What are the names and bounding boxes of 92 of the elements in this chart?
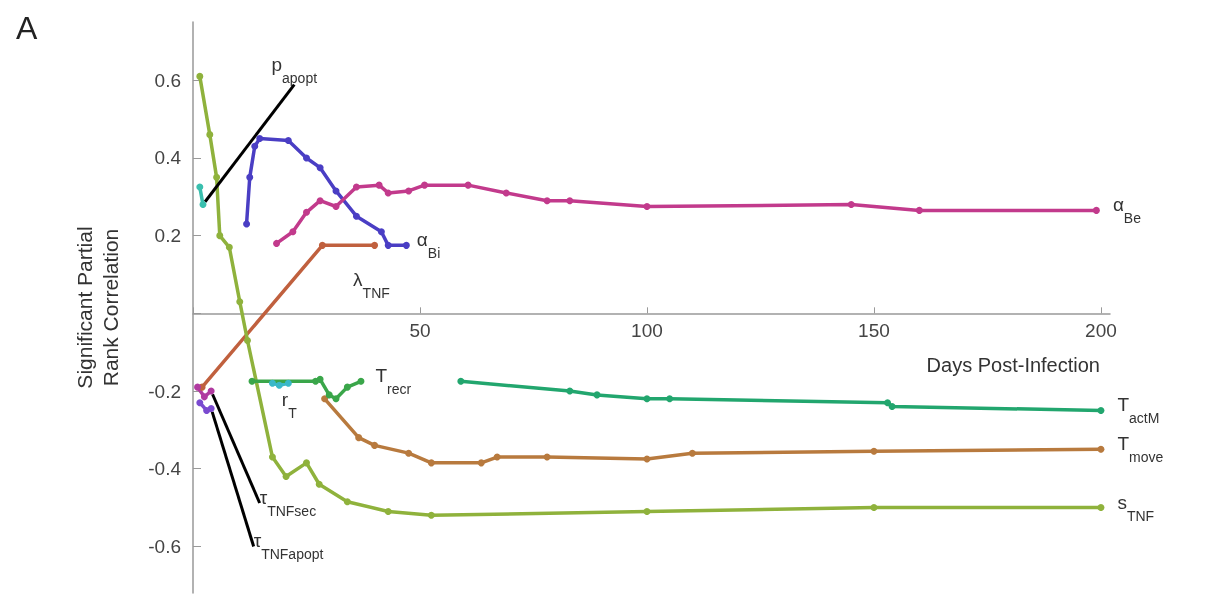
point — [315, 480, 323, 488]
point — [688, 449, 696, 457]
x-axis-title: Days Post-Infection — [926, 354, 1100, 377]
point — [566, 197, 574, 205]
point — [477, 459, 485, 467]
x-tick-label: 50 — [409, 320, 431, 342]
point — [888, 403, 896, 411]
point — [216, 232, 224, 240]
point — [405, 449, 413, 457]
point — [427, 511, 435, 519]
point — [284, 136, 292, 144]
point — [207, 404, 215, 412]
y-tick-label: -0.2 — [148, 380, 181, 402]
point — [384, 189, 392, 197]
point — [196, 399, 204, 407]
point — [282, 472, 290, 480]
point — [256, 135, 264, 143]
y-axis-title: Significant Partial Rank Correlation — [72, 226, 122, 389]
point — [303, 459, 310, 467]
point — [1092, 206, 1100, 214]
point — [343, 498, 351, 506]
point — [332, 203, 340, 210]
point — [316, 197, 324, 205]
point — [236, 298, 244, 306]
point — [316, 164, 324, 172]
point — [196, 183, 204, 191]
point — [666, 395, 674, 403]
point — [325, 391, 333, 399]
point — [502, 189, 510, 197]
y-tick-label: 0.6 — [154, 69, 181, 91]
point — [643, 507, 651, 515]
point — [200, 393, 208, 401]
x-tick-label: 150 — [858, 320, 890, 342]
point — [206, 131, 214, 139]
point — [248, 377, 256, 385]
point — [268, 453, 276, 461]
point — [357, 377, 365, 385]
point — [402, 241, 410, 249]
point — [243, 337, 251, 345]
y-tick-label: -0.4 — [148, 458, 182, 480]
point — [384, 507, 392, 515]
point — [213, 173, 221, 181]
point — [371, 241, 379, 249]
point — [355, 434, 363, 442]
y-tick-label: 0.4 — [154, 147, 182, 169]
point — [1097, 504, 1105, 512]
point — [915, 206, 923, 214]
point — [321, 395, 329, 403]
point — [316, 375, 324, 383]
point — [464, 181, 472, 189]
point — [194, 383, 202, 391]
point — [246, 173, 254, 181]
point — [243, 220, 251, 228]
point — [884, 399, 892, 407]
point — [427, 459, 435, 467]
point — [643, 395, 651, 403]
point — [318, 241, 326, 249]
point — [384, 241, 392, 249]
point — [352, 212, 360, 220]
point — [251, 142, 259, 150]
point — [303, 208, 310, 216]
text: A — [16, 10, 38, 46]
point — [405, 187, 413, 195]
x-tick-label: 200 — [1085, 320, 1117, 342]
point — [847, 201, 855, 209]
point — [457, 377, 465, 385]
point — [352, 183, 360, 191]
point — [225, 243, 233, 251]
point — [268, 379, 276, 387]
x-tick-label: 100 — [631, 320, 663, 342]
point — [289, 228, 297, 236]
point — [377, 228, 385, 236]
point — [643, 203, 651, 210]
point — [870, 447, 878, 455]
point — [196, 72, 204, 80]
point — [275, 381, 283, 389]
y-tick-label: 0.2 — [154, 225, 181, 247]
point — [199, 201, 207, 209]
point — [1097, 445, 1105, 453]
point — [273, 239, 281, 247]
point — [1097, 406, 1105, 414]
point — [343, 383, 351, 391]
y-tick-label: -0.6 — [148, 535, 181, 557]
point — [375, 181, 383, 189]
point — [284, 379, 292, 387]
point — [371, 441, 379, 449]
point — [543, 197, 551, 205]
point — [421, 181, 429, 189]
point — [332, 395, 340, 403]
point — [870, 504, 878, 512]
point — [303, 154, 310, 162]
point — [566, 387, 574, 395]
